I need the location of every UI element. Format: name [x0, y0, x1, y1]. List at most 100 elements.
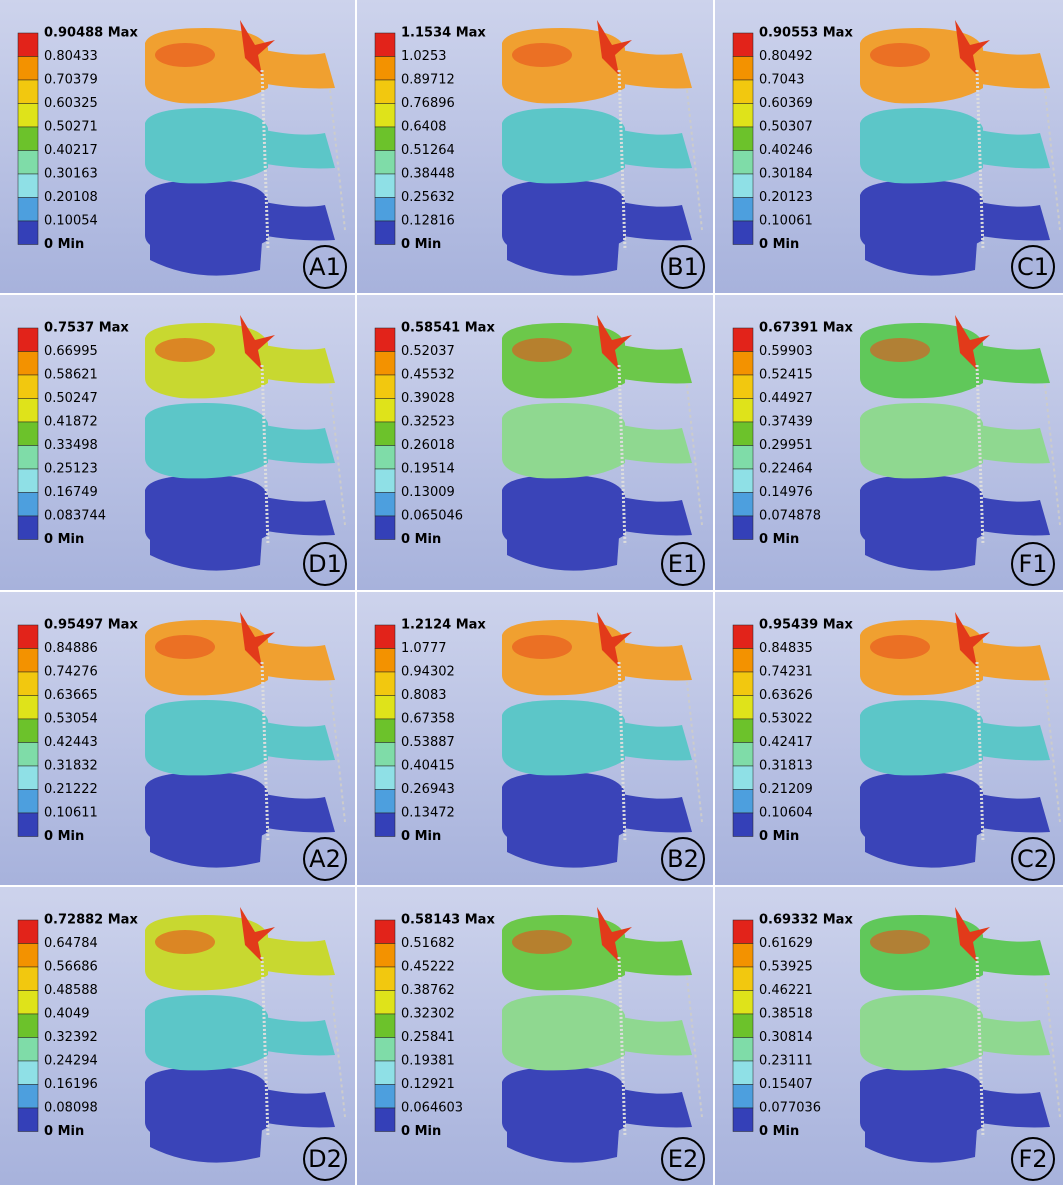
legend-swatch: [17, 671, 39, 696]
spinous-process: [970, 128, 1050, 169]
vertebral-body: [502, 108, 625, 184]
legend-swatch: [374, 374, 396, 399]
legend-swatch: [17, 421, 39, 446]
legend-swatch: [374, 718, 396, 743]
spinous-process: [612, 423, 692, 464]
legend-label: 0.74231: [759, 665, 813, 680]
legend-label: 0.065046: [401, 509, 463, 524]
panel-label: B2: [667, 845, 699, 873]
panel: 0.95439 Max 0.84835 0.74231 0.63626 0.53022 0…: [715, 592, 1063, 885]
vertebrae: [860, 315, 1061, 571]
panel-label-circle: [303, 245, 347, 289]
vertebral-body: [150, 792, 265, 868]
panel: 1.2124 Max 1.0777 0.94302 0.8083 0.67358 0.53…: [357, 592, 713, 885]
panel-label: B1: [667, 253, 699, 281]
legend-label: 0.63665: [44, 688, 98, 703]
panel-label-circle: [303, 1137, 347, 1181]
vertebral-body: [860, 995, 983, 1071]
legend-swatch: [732, 173, 754, 198]
legend-label: 0.31832: [44, 759, 98, 774]
legend-label: 0 Min: [401, 532, 441, 547]
legend-label: 0.61629: [759, 936, 813, 951]
vertebral-body: [150, 200, 265, 276]
legend-swatch: [374, 742, 396, 767]
panel: 1.1534 Max 1.0253 0.89712 0.76896 0.6408 0.51…: [357, 0, 713, 293]
facet: [955, 315, 990, 370]
vertebral-body: [865, 200, 980, 276]
legend-label: 0.66995: [44, 344, 98, 359]
facet: [955, 20, 990, 75]
legend-label: 0.26018: [401, 438, 455, 453]
legend-swatch: [732, 421, 754, 446]
legend-label: 0 Min: [401, 829, 441, 844]
spinous-process: [255, 343, 335, 384]
legend-swatch: [374, 492, 396, 517]
legend-swatch: [374, 220, 396, 245]
legend-swatch: [17, 624, 39, 649]
legend-label: 0.44927: [759, 391, 813, 406]
legend-swatch: [374, 398, 396, 423]
panel-label-circle: [1011, 245, 1055, 289]
vertebrae: [860, 907, 1061, 1163]
legend-swatch: [17, 765, 39, 790]
legend-swatch: [374, 56, 396, 81]
spinous-process: [255, 1015, 335, 1056]
legend-swatch: [732, 79, 754, 104]
panel-label-circle: [661, 1137, 705, 1181]
legend-label: 0.48588: [44, 983, 98, 998]
legend-swatch: [374, 197, 396, 222]
legend-swatch: [732, 919, 754, 944]
legend-swatch: [374, 1107, 396, 1132]
legend-swatch: [17, 103, 39, 128]
spinous-process: [612, 720, 692, 761]
legend-label: 0.40217: [44, 143, 98, 158]
legend-swatch: [732, 445, 754, 470]
legend-swatch: [732, 742, 754, 767]
legend-label: 0.60325: [44, 96, 98, 111]
legend-label: 0.15407: [759, 1077, 813, 1092]
legend-swatch: [732, 1084, 754, 1109]
spinous-process: [970, 1087, 1050, 1128]
legend-label: 0.10061: [759, 214, 813, 229]
legend-label: 0.40415: [401, 759, 455, 774]
legend-swatch: [374, 1013, 396, 1038]
spinous-process: [970, 792, 1050, 833]
legend-label: 0.45222: [401, 960, 455, 975]
spinous-process: [970, 200, 1050, 241]
legend-label: 0.63626: [759, 688, 813, 703]
legend-label: 0.58143 Max: [401, 913, 495, 928]
legend-label: 0 Min: [759, 1124, 799, 1139]
vertebral-body: [145, 995, 268, 1071]
legend-label: 0 Min: [44, 237, 84, 252]
legend-swatch: [374, 812, 396, 837]
vertebral-body: [507, 1087, 622, 1163]
panel: 0.90488 Max 0.80433 0.70379 0.60325 0.50271 0…: [0, 0, 355, 293]
legend-label: 0.19381: [401, 1054, 455, 1069]
legend-label: 0.16749: [44, 485, 98, 500]
vertebral-body: [145, 700, 268, 776]
vertebral-body: [145, 403, 268, 479]
legend-label: 0.25632: [401, 190, 455, 205]
legend-label: 0 Min: [401, 1124, 441, 1139]
vertebral-body: [150, 495, 265, 571]
panel-label: E2: [668, 1145, 698, 1173]
legend-swatch: [17, 1013, 39, 1038]
legend-swatch: [17, 990, 39, 1015]
legend-swatch: [374, 515, 396, 540]
facet: [597, 612, 632, 667]
legend-label: 0.10604: [759, 806, 813, 821]
legend-label: 0.13009: [401, 485, 455, 500]
legend-swatch: [374, 103, 396, 128]
vertebrae: [502, 907, 703, 1163]
panel-label: C1: [1017, 253, 1049, 281]
hotspot: [512, 338, 572, 362]
legend-label: 0.42443: [44, 735, 98, 750]
legend-swatch: [374, 173, 396, 198]
panel-label: F2: [1018, 1145, 1047, 1173]
legend-label: 0.39028: [401, 391, 455, 406]
legend-label: 0.53887: [401, 735, 455, 750]
legend-swatch: [374, 943, 396, 968]
legend-label: 0.12921: [401, 1077, 455, 1092]
legend-label: 0.53054: [44, 712, 98, 727]
